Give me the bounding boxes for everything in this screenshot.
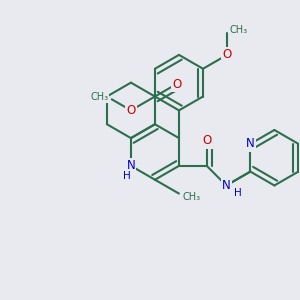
Text: N: N (222, 179, 231, 192)
Text: H: H (234, 188, 242, 198)
Text: O: O (222, 48, 232, 62)
Text: CH₃: CH₃ (183, 192, 201, 202)
Text: N: N (127, 159, 135, 172)
Text: N: N (246, 137, 255, 150)
Text: O: O (202, 134, 211, 147)
Text: H: H (123, 171, 131, 181)
Text: CH₃: CH₃ (91, 92, 109, 102)
Text: O: O (172, 77, 181, 91)
Text: O: O (126, 104, 136, 117)
Text: CH₃: CH₃ (229, 25, 247, 35)
